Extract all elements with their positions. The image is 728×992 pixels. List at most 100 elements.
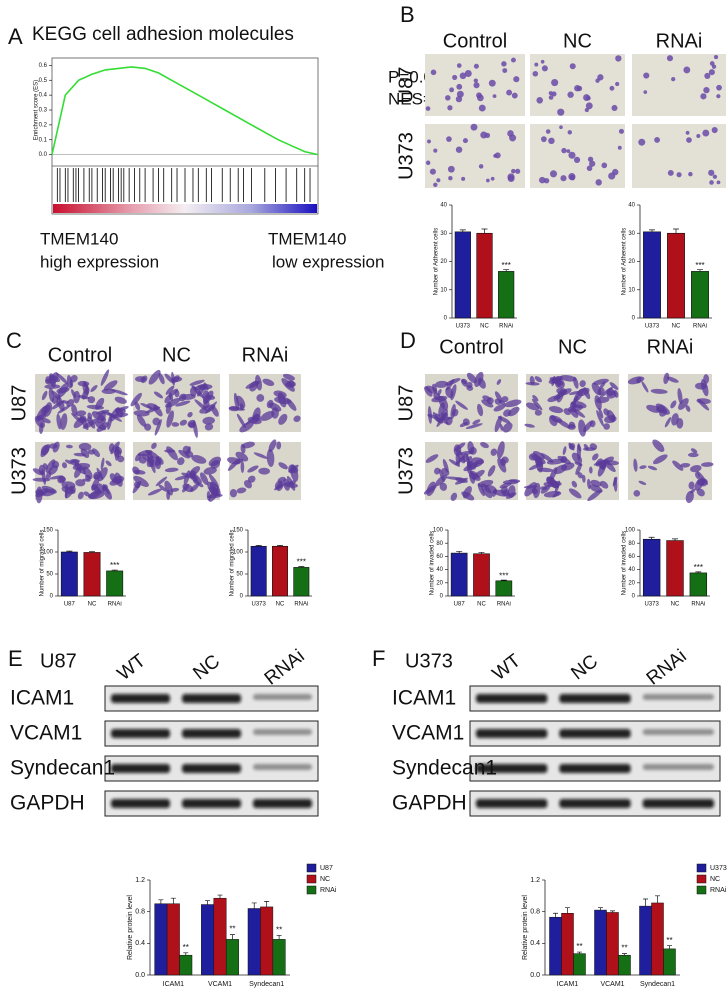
panel-label: B (400, 2, 415, 27)
cell (166, 489, 171, 501)
blot-band (253, 694, 312, 700)
cell (560, 175, 567, 182)
bar (666, 540, 684, 597)
cell (677, 388, 683, 405)
x-tick-label: Syndecan1 (249, 981, 284, 988)
cell (166, 410, 174, 428)
cell (537, 467, 554, 473)
cell (56, 387, 70, 394)
error-bar (643, 898, 648, 907)
blot-band (559, 799, 631, 808)
cell (556, 419, 571, 429)
micrograph (32, 441, 125, 504)
cell (459, 450, 473, 456)
cell (582, 474, 586, 483)
bar (83, 552, 101, 597)
cell (599, 480, 609, 489)
blot-band (476, 799, 548, 808)
cell (609, 382, 619, 390)
cell (93, 471, 101, 480)
cell (97, 467, 108, 482)
error-bar (277, 545, 283, 547)
y-tick-label: 20 (628, 259, 635, 265)
cell (247, 416, 262, 425)
cell (93, 486, 100, 494)
cell (191, 455, 207, 464)
cell (229, 489, 238, 498)
error-bar (672, 538, 678, 541)
significance: *** (695, 261, 704, 270)
blot-band (253, 764, 312, 770)
cell (208, 486, 219, 497)
cell (75, 479, 86, 487)
y-tick-label: 1.2 (530, 877, 540, 884)
cell (532, 70, 539, 77)
blot-band (182, 694, 241, 703)
significance: ** (183, 943, 189, 952)
cell (182, 483, 190, 493)
significance: ** (229, 925, 235, 934)
bar (606, 912, 619, 976)
cell (178, 393, 187, 402)
cell (566, 149, 571, 154)
error-bar (648, 536, 655, 540)
y-tick-label: 0 (440, 594, 444, 600)
cell (568, 488, 582, 499)
cell (589, 160, 596, 167)
cell (546, 476, 559, 489)
legend-label: U87 (320, 865, 333, 872)
cell (446, 136, 452, 142)
micrograph (628, 439, 714, 504)
cell (703, 374, 710, 384)
cell (633, 458, 638, 472)
cell (570, 400, 587, 409)
y-tick-label: 100 (433, 528, 444, 534)
cell (462, 486, 472, 499)
cell (532, 395, 539, 402)
cell (427, 139, 431, 144)
error-bar (500, 579, 507, 581)
error-bar (667, 945, 672, 949)
cell (262, 378, 275, 386)
cell (617, 145, 622, 150)
cell (714, 55, 719, 60)
cell (44, 378, 52, 385)
x-tick-label: RNAi (497, 602, 511, 608)
cell (473, 63, 479, 69)
cell (551, 78, 559, 87)
cell (615, 81, 620, 87)
cell (117, 455, 125, 463)
legend-swatch (306, 863, 317, 873)
cell (716, 94, 721, 99)
cell (711, 127, 718, 134)
cell (504, 399, 522, 408)
cell (158, 484, 167, 492)
legend-text: high expression (40, 252, 159, 271)
cell (187, 411, 193, 418)
blot-band (559, 764, 631, 773)
micrograph (627, 372, 712, 432)
lane-label: RNAi (643, 646, 691, 690)
y-tick-label: 20 (436, 580, 443, 586)
cell (510, 57, 516, 63)
y-tick-label: 30 (628, 231, 635, 237)
cell (493, 404, 506, 412)
cell (647, 465, 658, 471)
error-bar (255, 545, 262, 547)
y-tick-label: 20 (440, 259, 447, 265)
blot-band (476, 764, 548, 773)
cell (583, 420, 593, 433)
cell (696, 133, 701, 138)
error-bar (158, 899, 164, 904)
cell (568, 391, 580, 395)
cell (500, 458, 507, 467)
cell (563, 408, 571, 416)
cell (697, 398, 710, 411)
cell (445, 95, 451, 101)
micrograph (632, 124, 726, 188)
column-header: Control (48, 344, 112, 366)
cell (48, 443, 58, 449)
y-tick-label: 0 (632, 316, 636, 322)
cell (528, 463, 543, 471)
blot-band (253, 799, 312, 808)
